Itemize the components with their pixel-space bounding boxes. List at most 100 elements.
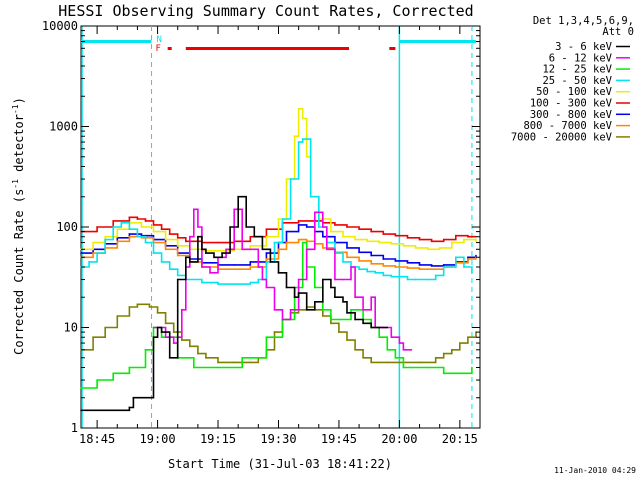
- series-2-point-19: [338, 318, 340, 321]
- flare-segment-1: [185, 47, 350, 50]
- series-2-point-8: [193, 366, 195, 369]
- series-1-point-25: [322, 226, 324, 228]
- series-4-point-16: [285, 178, 288, 180]
- series-5-point-20: [334, 224, 336, 226]
- axes: 1 10 100 1000 10000 18:45 19:00 19:15 19:30 19:45…: [42, 19, 480, 446]
- series-8-point-13: [205, 356, 207, 359]
- series-2-point-30: [459, 372, 461, 375]
- legend-label-4: 50 - 100 keV: [536, 86, 613, 98]
- series-1-point-12: [225, 248, 227, 251]
- series-5-point-18: [309, 220, 312, 222]
- series-1-point-21: [289, 309, 292, 311]
- series-1-point-35: [390, 336, 393, 339]
- series-1-point-4: [180, 309, 183, 311]
- series-3-point-38: [414, 278, 417, 281]
- series-7-point-25: [382, 265, 385, 267]
- legend-label-3: 25 - 50 keV: [542, 75, 612, 87]
- series-5-point-17: [297, 220, 300, 222]
- series-3-point-35: [390, 275, 393, 278]
- series-3-point-41: [442, 266, 445, 268]
- series-3-point-5: [120, 222, 123, 224]
- series-8-point-16: [249, 361, 252, 364]
- series-3-point-32: [366, 270, 368, 273]
- series-4-point-27: [378, 241, 381, 244]
- series-1-point-14: [241, 248, 244, 251]
- x-tick-label-3: 19:30: [260, 432, 296, 446]
- series-0-point-35: [370, 326, 372, 329]
- series-1-point-10: [209, 272, 211, 274]
- series-0-point-28: [322, 278, 324, 281]
- series-7-point-28: [418, 268, 421, 271]
- svg-text:Corrected Count Rate (s-1 dete: Corrected Count Rate (s-1 detector-1): [11, 97, 26, 355]
- series-8-point-15: [233, 361, 235, 364]
- series-3-point-18: [257, 278, 260, 281]
- series-line-7: [81, 235, 477, 270]
- legend-label-8: 7000 - 20000 keV: [511, 131, 613, 143]
- series-2-point-29: [442, 372, 445, 375]
- series-7-point-12: [233, 268, 235, 271]
- series-8-point-12: [197, 352, 199, 355]
- series-4-point-11: [217, 249, 219, 252]
- series-8-point-1: [92, 336, 94, 339]
- series-4-point-29: [402, 245, 405, 247]
- x-tick-label-1: 19:00: [140, 432, 176, 446]
- series-7-point-29: [430, 268, 433, 271]
- series-2-point-9: [217, 366, 219, 369]
- series-6-point-22: [346, 247, 348, 249]
- series-2-point-27: [410, 366, 413, 369]
- series-6-point-20: [322, 235, 324, 238]
- series-6-point-30: [442, 264, 445, 266]
- series-4-point-3: [116, 228, 119, 231]
- series-3-point-11: [168, 268, 171, 271]
- series-6-point-24: [370, 254, 372, 257]
- series-5-point-31: [467, 235, 469, 238]
- series-3-point-4: [112, 226, 115, 228]
- series-3-point-19: [265, 261, 268, 263]
- series-5-point-25: [394, 234, 397, 237]
- series-3-point-14: [201, 281, 203, 284]
- series-4-point-18: [297, 108, 300, 110]
- series-5-point-8: [168, 233, 171, 235]
- series-0-point-15: [221, 252, 223, 254]
- series-3-point-9: [152, 252, 155, 254]
- series-7-point-13: [249, 266, 252, 268]
- series-0-point-1: [128, 406, 131, 409]
- series-2-point-24: [386, 348, 389, 351]
- series-1-point-36: [398, 342, 401, 344]
- legend-label-2: 12 - 25 keV: [542, 64, 612, 76]
- series-8-point-37: [450, 348, 453, 351]
- series-8-point-31: [370, 361, 372, 364]
- series-1-point-23: [305, 248, 308, 251]
- series-3-point-37: [406, 278, 409, 281]
- series-1-point-24: [313, 211, 316, 214]
- series-5-point-26: [406, 237, 409, 239]
- series-5-point-23: [370, 230, 372, 233]
- series-4-point-14: [265, 235, 268, 238]
- series-0-point-37: [386, 326, 389, 329]
- series-6-point-17: [297, 224, 300, 226]
- series-4-point-31: [426, 248, 429, 251]
- series-7-point-27: [406, 267, 409, 269]
- series-3-point-43: [463, 266, 465, 268]
- series-0-point-12: [201, 248, 203, 251]
- series-2-point-0: [80, 387, 82, 389]
- series-7-point-18: [305, 240, 308, 243]
- series-8-point-8: [164, 322, 167, 325]
- series-0-point-18: [245, 226, 248, 228]
- series-8-point-30: [362, 356, 364, 359]
- series-1-point-27: [334, 278, 336, 281]
- series-1-point-0: [152, 326, 155, 329]
- legend-label-5: 100 - 300 keV: [530, 98, 613, 110]
- series-5-point-2: [112, 220, 115, 222]
- series-5-point-29: [442, 238, 445, 241]
- series-7-point-26: [394, 266, 397, 268]
- series-4-point-17: [293, 135, 296, 138]
- series-5-point-10: [184, 240, 187, 243]
- series-0-point-21: [269, 261, 272, 263]
- series-8-point-14: [217, 361, 219, 364]
- series-2-point-3: [128, 366, 131, 369]
- series-2-point-1: [96, 379, 98, 381]
- series-5-point-30: [455, 234, 457, 237]
- series-3-point-20: [273, 241, 276, 244]
